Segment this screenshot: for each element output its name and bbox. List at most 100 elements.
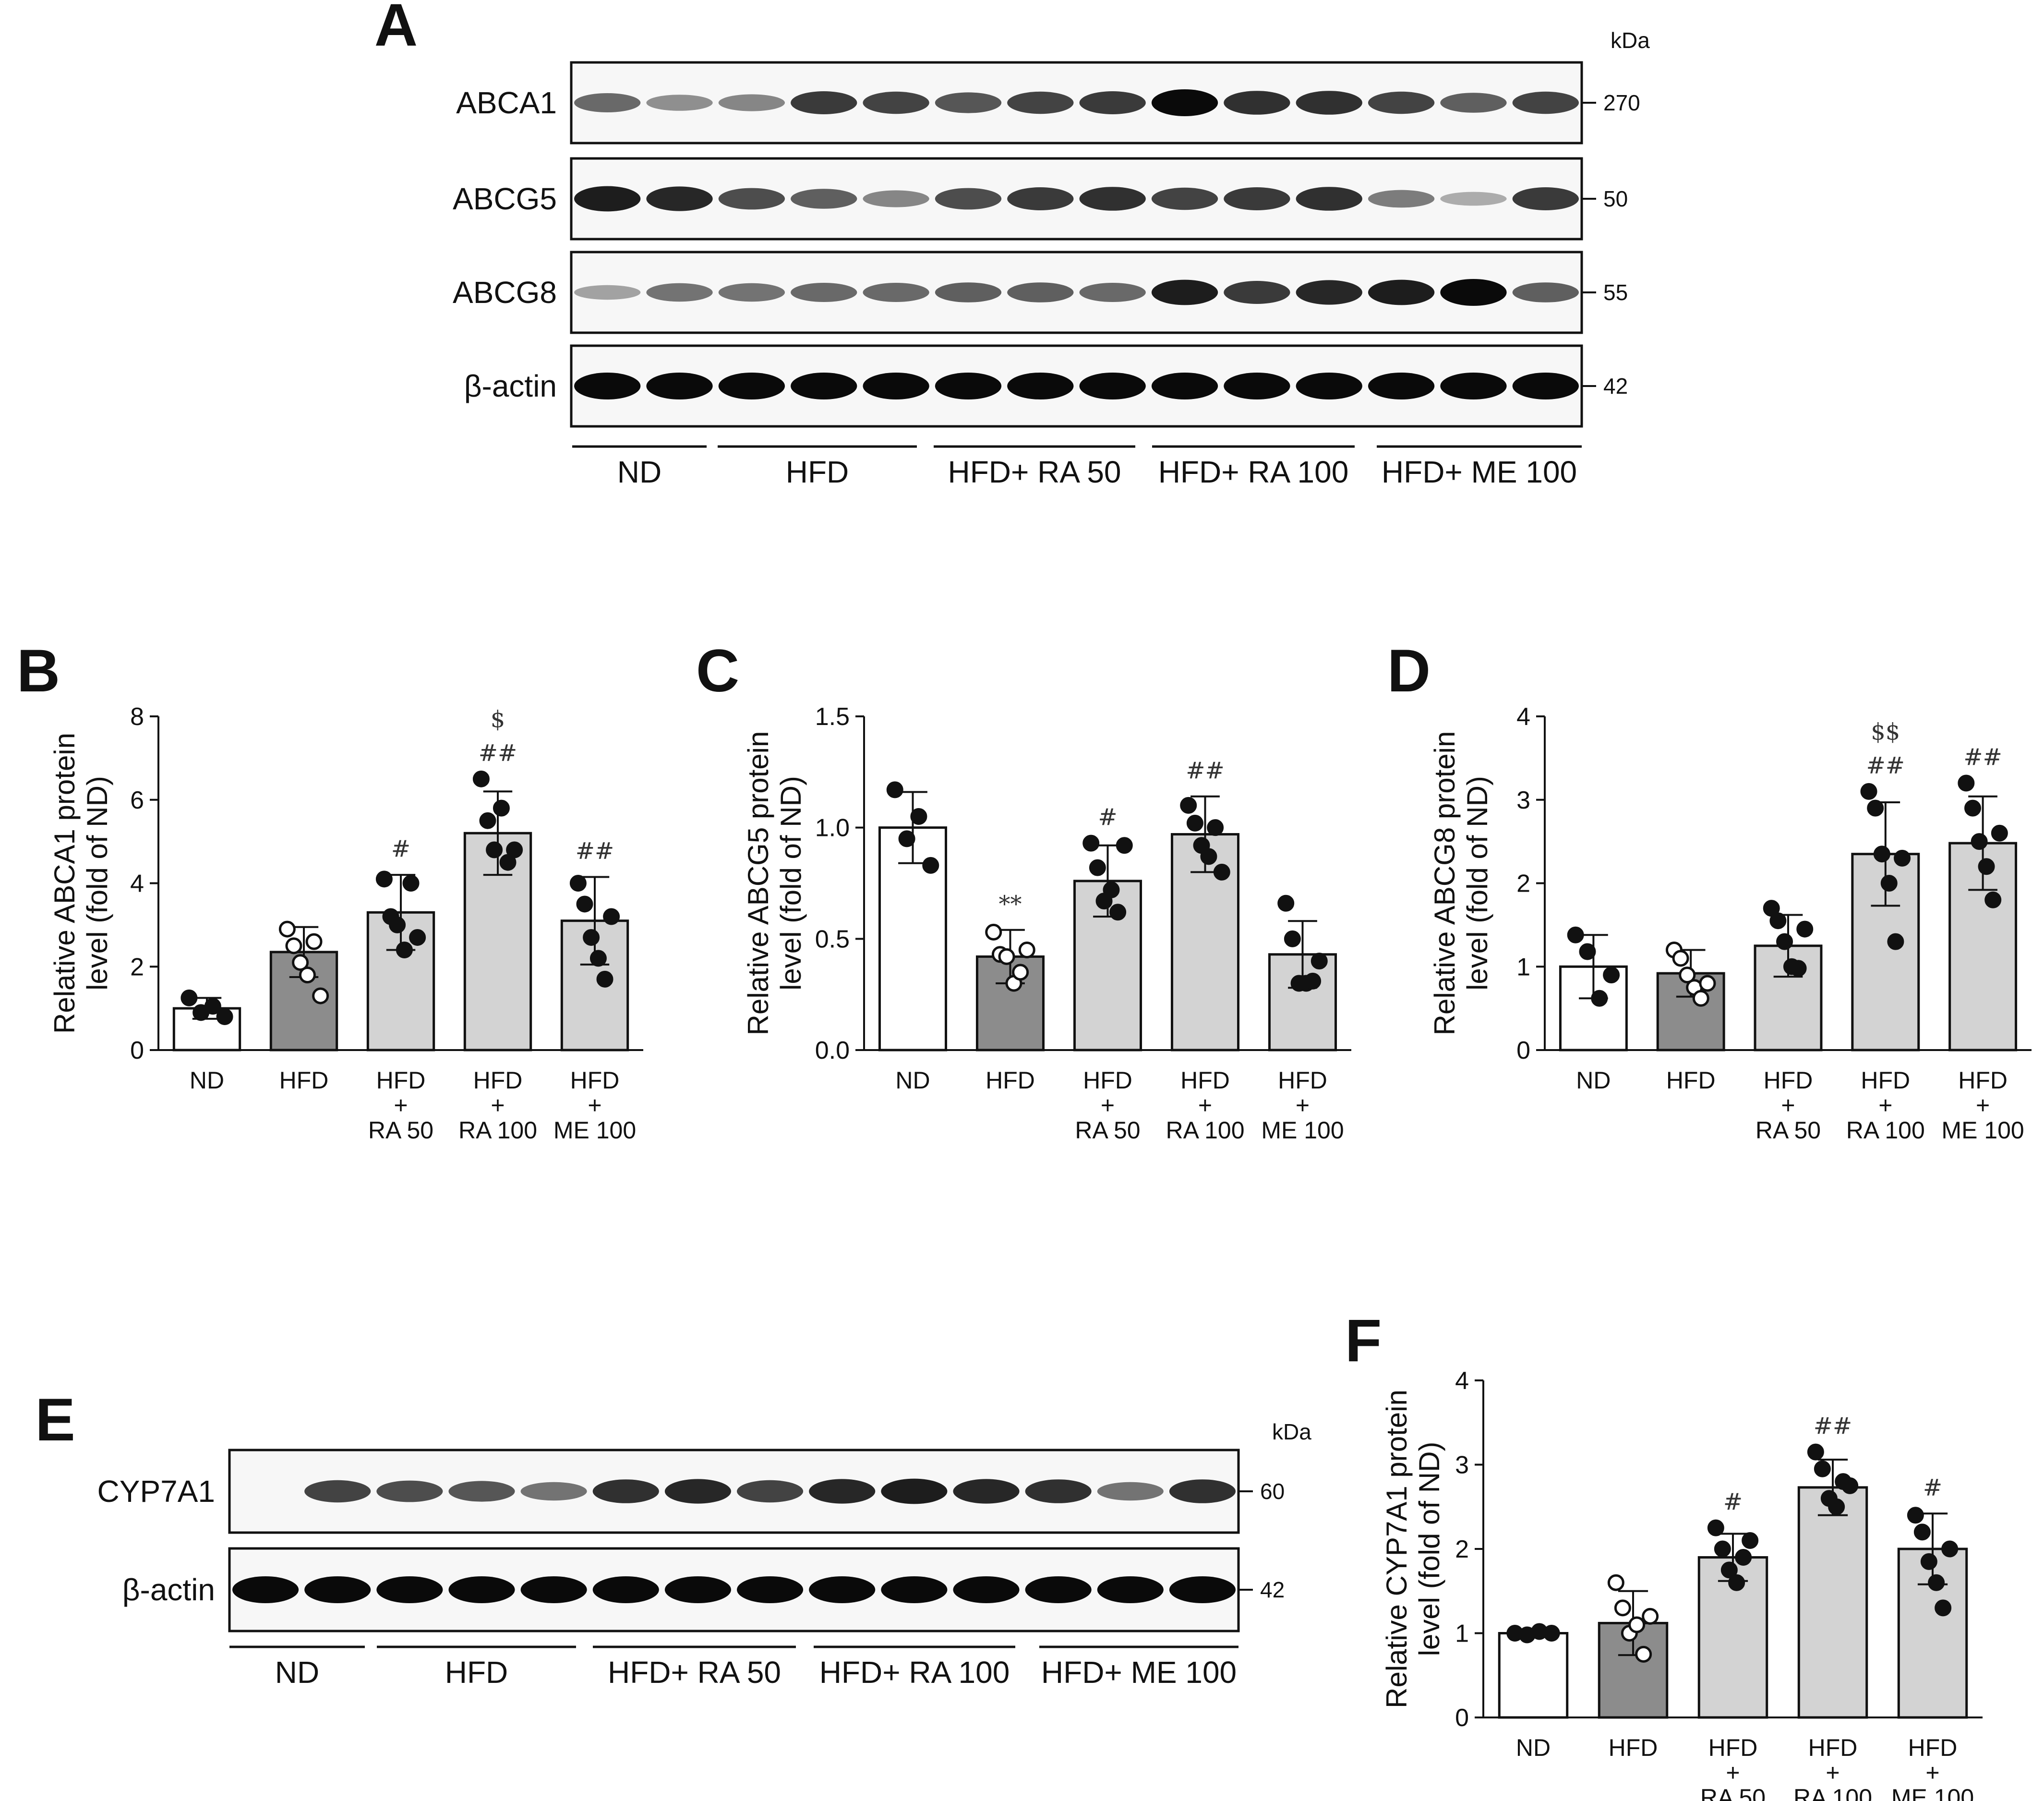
blot-row-abcg8: ABCG8 55 [453,251,1628,334]
group-label: HFD+ RA 100 [819,1655,1010,1690]
data-point [1728,1574,1745,1591]
blot-row-abcg5: ABCG5 50 [453,157,1628,241]
data-point [278,920,296,938]
data-point [204,998,221,1015]
blot-band [1224,373,1290,399]
x-category-label: HFD [1609,1734,1658,1761]
y-tick-label: 0 [130,1037,144,1064]
data-point [1860,783,1877,800]
bar [1498,1632,1569,1719]
significance-mark: # [1098,804,1117,831]
blot-band [574,186,641,212]
data-point [1991,824,2008,842]
blot-band [1097,1576,1164,1603]
y-axis-title-line2: level (fold of ND) [775,776,807,991]
kda-unit-label: kDa [1272,1419,1311,1444]
data-point [1769,912,1787,930]
x-category-label: + [588,1092,601,1119]
blot-band [304,1576,371,1603]
blot-row-label: ABCA1 [456,85,557,120]
blot-band [1224,91,1290,115]
blot-band [646,373,713,399]
y-tick-label: 3 [1455,1451,1469,1479]
y-axis-title-line1: Relative ABCG8 protein [1429,731,1461,1036]
data-point [1692,990,1709,1007]
blot-band [791,283,857,302]
blot-band [574,93,641,112]
x-category-label: RA 100 [458,1117,537,1144]
data-point [1776,933,1793,950]
data-point [1984,891,2002,908]
data-point [1603,967,1620,984]
data-point [1186,814,1203,832]
data-point [1116,837,1133,854]
blot-band [664,1479,731,1504]
blot-band [1440,373,1507,399]
x-category-label: + [491,1092,505,1119]
x-category-label: + [394,1092,408,1119]
x-category-label: ME 100 [553,1117,636,1144]
data-point [1304,972,1322,990]
x-category-label: RA 100 [1846,1117,1925,1144]
blot-row-abca1: ABCA1 270 [456,61,1640,145]
data-point [402,875,420,892]
panel-letter: D [1387,638,1431,704]
blot-band [718,283,785,302]
significance-mark: ## [1866,752,1905,779]
blot-band [935,92,1002,113]
data-point [1277,894,1295,912]
data-point [1958,774,1975,792]
blot-band [592,1479,659,1503]
data-point [216,1008,233,1025]
data-point [1082,834,1100,852]
kda-unit-label: kDa [1611,28,1650,53]
x-category-label: ND [1516,1734,1551,1761]
data-point [1207,819,1224,836]
data-point [486,841,503,858]
blot-band [935,373,1002,399]
panel-letter: A [374,0,418,59]
group-label: HFD+ RA 100 [1158,455,1349,489]
chart-panel-d: D 0 1 2 3 4 Relative ABCG8 protein level (fold … [1387,638,2032,1144]
blot-band [881,1576,948,1603]
x-category-label: HFD [1278,1067,1327,1094]
blot-band [863,190,929,207]
blot-band [376,1576,443,1603]
blot-band [1512,282,1579,302]
data-point [1920,1553,1937,1570]
data-point [1867,799,1884,817]
group-label: HFD [786,455,849,489]
blot-band [1296,187,1362,211]
blot-band [1224,187,1290,210]
y-axis-title-line2: level (fold of ND) [81,776,113,991]
x-category-label: + [1976,1092,1990,1119]
blot-band [953,1479,1020,1504]
data-point [1841,1477,1859,1494]
x-category-label: HFD [1861,1067,1910,1094]
blot-band [953,1576,1020,1603]
x-category-label: HFD [1808,1734,1858,1761]
blot-band [1151,279,1218,305]
data-point [1284,930,1301,947]
blot-band [1151,373,1218,399]
blot-row-label: ABCG5 [453,181,557,216]
blot-band [574,373,641,399]
data-point [1714,1540,1731,1558]
x-category-label: + [1925,1759,1939,1786]
chart-panel-f: F 0 1 2 3 4 Relative CYP7A1 protein level (fold… [1345,1307,1983,1801]
kda-marker-label: 42 [1603,374,1628,399]
data-point [1200,848,1217,865]
blot-band [1151,89,1218,116]
x-category-label: RA 50 [1755,1117,1821,1144]
x-category-label: + [1296,1092,1310,1119]
data-point [1894,849,1911,867]
data-point [1607,1574,1624,1591]
x-category-label: HFD [376,1067,426,1094]
y-axis-title: Relative ABCA1 protein level (fold of ND) [48,733,113,1034]
significance-mark: ## [479,739,517,766]
blot-band [718,373,785,399]
y-axis-title-line1: Relative ABCA1 protein [48,733,81,1034]
blot-row-label: β-actin [464,369,557,403]
